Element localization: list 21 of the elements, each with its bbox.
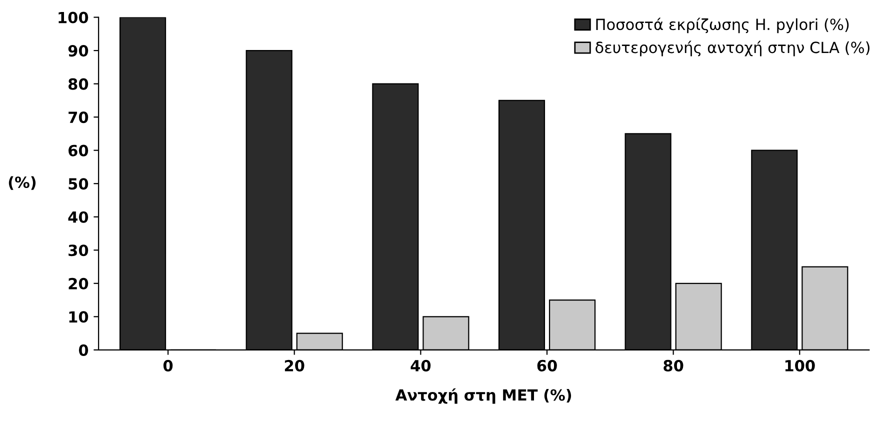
y-tick-label: 80 (68, 78, 88, 90)
x-tick-label: 20 (284, 360, 304, 372)
y-tick-label: 100 (58, 12, 88, 24)
y-tick-label: 70 (68, 112, 88, 124)
legend-label: Ποσοστά εκρίζωσης H. pylori (%) (596, 18, 849, 34)
y-tick-label: 20 (68, 278, 88, 290)
y-tick-label: 60 (68, 144, 88, 156)
legend-label: δευτερογενής αντοχή στην CLA (%) (596, 40, 870, 56)
x-tick-label: 80 (664, 360, 684, 372)
y-tick-label: 90 (68, 45, 88, 57)
x-tick-label: 0 (163, 360, 173, 372)
x-tick-label: 100 (785, 360, 815, 372)
y-tick-label: 40 (68, 211, 88, 223)
y-axis-title: (%) (8, 176, 36, 190)
y-tick-label: 0 (78, 344, 88, 356)
y-tick-label: 50 (68, 178, 88, 190)
x-tick-label: 60 (537, 360, 557, 372)
x-axis-title: Αντοχή στη ΜΕΤ (%) (395, 388, 572, 404)
y-tick-label: 10 (69, 311, 88, 323)
x-tick-label: 40 (410, 360, 431, 372)
y-tick-label: 30 (68, 244, 88, 256)
